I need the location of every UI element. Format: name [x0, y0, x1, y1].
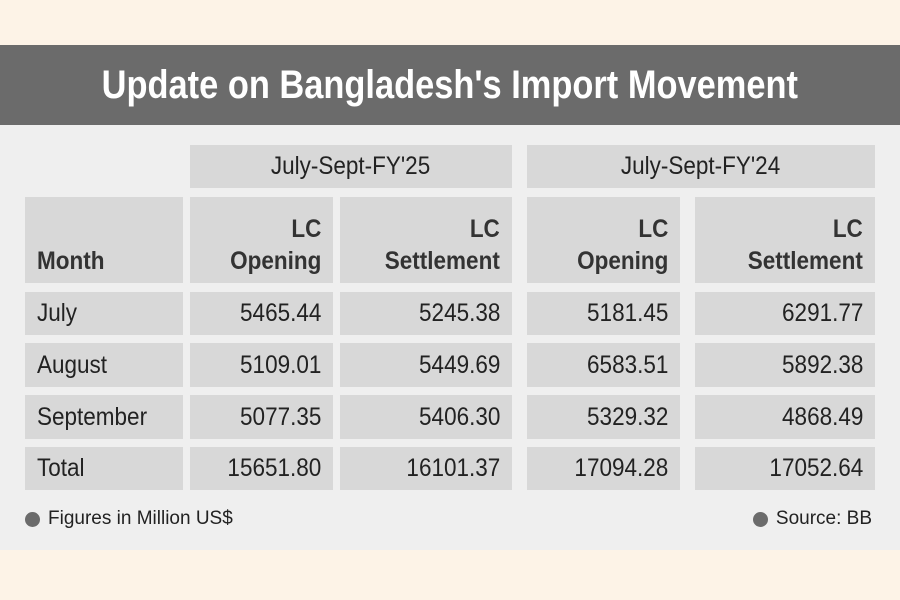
value-cell-text: 5109.01: [239, 350, 321, 379]
group-header: July-Sept-FY'24: [527, 145, 875, 188]
value-cell-text: 16101.37: [406, 454, 500, 482]
value-cell-text: 5329.32: [586, 402, 668, 431]
value-cell-text: 5406.30: [418, 402, 500, 431]
value-cell: 5406.30: [340, 395, 512, 439]
column-header: LC Opening: [190, 197, 333, 283]
value-cell: 6291.77: [695, 292, 875, 335]
value-cell: 5892.38: [695, 343, 875, 387]
value-cell-text: 5449.69: [418, 350, 500, 379]
title-bar: Update on Bangladesh's Import Movement: [0, 45, 900, 125]
footer-source: Source: BB: [752, 508, 872, 530]
value-cell-text: 4868.49: [781, 402, 863, 431]
note-text: Figures in Million US$: [48, 508, 233, 529]
value-cell-text: 5892.38: [781, 350, 863, 379]
month-cell: September: [25, 395, 183, 439]
group-header-text: July-Sept-FY'24: [621, 152, 781, 180]
column-header: LC Opening: [527, 197, 680, 283]
title-text: Update on Bangladesh's Import Movement: [101, 63, 799, 107]
month-cell: Total: [25, 447, 183, 490]
footer-note: Figures in Million US$: [25, 508, 233, 530]
value-cell-text: 15651.80: [227, 454, 321, 482]
value-cell: 16101.37: [340, 447, 512, 490]
value-cell-text: 17094.28: [574, 454, 668, 482]
value-cell: 5181.45: [527, 292, 680, 335]
value-cell: 4868.49: [695, 395, 875, 439]
value-cell: 5329.32: [527, 395, 680, 439]
column-header-text: LC Opening: [576, 215, 669, 275]
bullet: [752, 511, 768, 527]
value-cell: 6583.51: [527, 343, 680, 387]
month-cell: August: [25, 343, 183, 387]
column-header-text: LC Settlement: [384, 215, 500, 275]
value-cell: 17094.28: [527, 447, 680, 490]
bullet: [25, 511, 40, 527]
column-header-text: Month: [37, 247, 105, 275]
value-cell: 15651.80: [190, 447, 333, 490]
group-header-text: July-Sept-FY'25: [271, 152, 431, 180]
month-cell: July: [25, 292, 183, 335]
month-cell-text: August: [37, 350, 108, 379]
value-cell-text: 5245.38: [418, 299, 500, 327]
value-cell-text: 6291.77: [781, 299, 863, 327]
column-header-text: LC Opening: [229, 215, 322, 275]
value-cell: 5109.01: [190, 343, 333, 387]
month-cell-text: September: [37, 402, 148, 431]
value-cell-text: 6583.51: [586, 350, 668, 379]
value-cell: 5245.38: [340, 292, 512, 335]
group-header: July-Sept-FY'25: [190, 145, 512, 188]
column-header-text: LC Settlement: [747, 215, 863, 275]
title: Update on Bangladesh's Import Movement: [0, 45, 900, 125]
value-cell: 17052.64: [695, 447, 875, 490]
value-cell-text: 5077.35: [239, 402, 321, 431]
value-cell-text: 5465.44: [239, 299, 321, 327]
column-header: Month: [25, 197, 183, 283]
column-header: LC Settlement: [695, 197, 875, 283]
value-cell: 5465.44: [190, 292, 333, 335]
column-header: LC Settlement: [340, 197, 512, 283]
value-cell: 5077.35: [190, 395, 333, 439]
value-cell-text: 5181.45: [586, 299, 668, 327]
value-cell-text: 17052.64: [769, 454, 863, 482]
month-cell-text: Total: [37, 454, 85, 482]
value-cell: 5449.69: [340, 343, 512, 387]
source-text: Source: BB: [775, 508, 872, 529]
month-cell-text: July: [37, 299, 78, 327]
